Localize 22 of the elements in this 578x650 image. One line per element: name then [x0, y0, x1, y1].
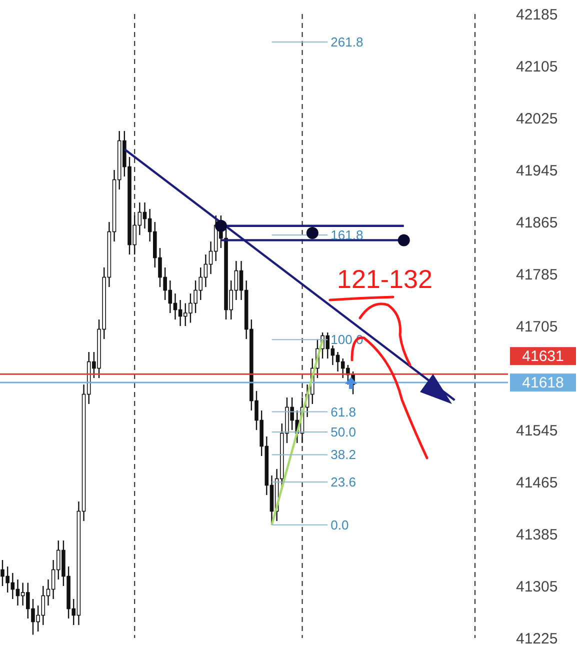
y-tick-label: 41785 — [516, 266, 558, 284]
series-label: 50.0 — [330, 424, 356, 440]
series-label: 261.8 — [330, 34, 364, 50]
series-label: 38.2 — [330, 447, 356, 462]
y-tick-label: 42105 — [516, 58, 558, 76]
series-label: 23.6 — [330, 474, 356, 490]
series-label: 0.0 — [330, 517, 349, 532]
y-tick-label: 41945 — [516, 162, 558, 180]
y-tick-label: 42185 — [516, 6, 558, 24]
y-tick-label: 41865 — [516, 214, 558, 232]
y-tick-label: 41705 — [516, 318, 558, 336]
y-tick-label: 41225 — [516, 630, 558, 648]
series-label: 61.8 — [330, 404, 356, 420]
ref-line-label: 41631 — [522, 348, 564, 366]
y-tick-label: 42025 — [516, 110, 558, 128]
y-tick-label: 41545 — [516, 422, 558, 440]
ref-line-label: 41618 — [522, 374, 564, 392]
y-tick-label: 41465 — [516, 474, 558, 492]
y-tick-label: 41305 — [516, 578, 558, 596]
annotation: 121-132 — [337, 264, 432, 294]
series-label: 161.8 — [330, 228, 364, 242]
y-tick-label: 41385 — [516, 526, 558, 544]
